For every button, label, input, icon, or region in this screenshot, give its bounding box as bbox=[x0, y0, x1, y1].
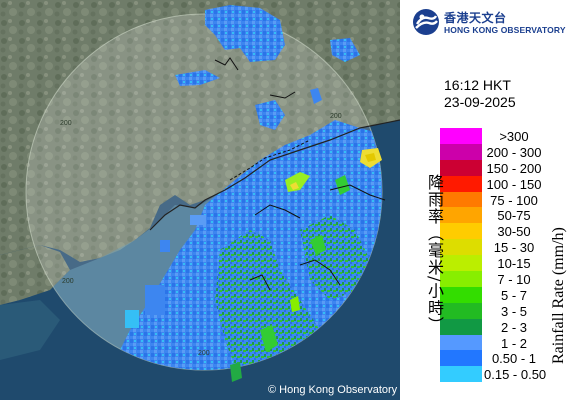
copyright-notice: © Hong Kong Observatory bbox=[268, 384, 398, 396]
legend-swatch bbox=[440, 191, 482, 208]
legend-title-en: Rainfall Rate (mm/h) bbox=[550, 227, 567, 364]
info-panel: 香港天文台 HONG KONG OBSERVATORY 16:12 HKT 23… bbox=[400, 0, 577, 400]
legend-label: 0.15 - 0.50 bbox=[484, 367, 547, 383]
legend-swatch bbox=[440, 175, 482, 192]
legend-label: 0.50 - 1 bbox=[491, 351, 537, 367]
legend-label: 200 - 300 bbox=[486, 144, 542, 160]
legend-swatch bbox=[440, 286, 482, 303]
legend-swatch bbox=[440, 302, 482, 319]
legend-label: 7 - 10 bbox=[497, 272, 531, 288]
range-ring-label: 200 bbox=[198, 350, 210, 357]
legend-swatch bbox=[440, 239, 482, 256]
hko-logo: 香港天文台 HONG KONG OBSERVATORY bbox=[412, 8, 572, 40]
legend-swatch bbox=[440, 223, 482, 240]
observation-date: 23-09-2025 bbox=[444, 94, 516, 110]
range-ring-label: 200 bbox=[330, 113, 342, 120]
observation-time: 16:12 HKT bbox=[444, 77, 511, 93]
legend-swatch bbox=[440, 143, 482, 160]
logo-name-en: HONG KONG OBSERVATORY bbox=[444, 25, 566, 35]
legend-swatch bbox=[440, 318, 482, 335]
legend-swatch bbox=[440, 159, 482, 176]
legend-label: 2 - 3 bbox=[500, 319, 527, 335]
range-ring-label: 200 bbox=[60, 120, 72, 127]
range-ring-label: 200 bbox=[62, 278, 74, 285]
legend-label: 1 - 2 bbox=[500, 335, 527, 351]
legend-swatch bbox=[440, 128, 482, 144]
legend-swatch bbox=[440, 334, 482, 351]
hko-logo-icon bbox=[413, 9, 439, 35]
legend-swatch bbox=[440, 207, 482, 224]
logo-name-zh: 香港天文台 bbox=[444, 11, 507, 25]
legend-title-zh: 降雨率（毫米/小時） bbox=[425, 174, 444, 334]
radar-map: 200 200 200 200 © Hong Kong Observatory bbox=[0, 0, 400, 400]
radar-map-svg: 200 200 200 200 bbox=[0, 0, 400, 400]
legend-label: >300 bbox=[499, 129, 529, 144]
legend-label: 15 - 30 bbox=[493, 240, 535, 256]
legend-label: 30-50 bbox=[497, 224, 531, 240]
legend-label: 5 - 7 bbox=[500, 287, 527, 303]
legend-swatch bbox=[440, 366, 482, 383]
legend-swatch bbox=[440, 350, 482, 367]
legend-label: 50-75 bbox=[497, 208, 531, 224]
legend-label: 100 - 150 bbox=[486, 176, 542, 192]
legend-label: 10-15 bbox=[497, 256, 531, 272]
legend-swatch bbox=[440, 255, 482, 272]
legend-label: 3 - 5 bbox=[500, 303, 527, 319]
legend-label: 150 - 200 bbox=[486, 160, 542, 176]
legend-label: 75 - 100 bbox=[490, 192, 538, 208]
legend-swatch bbox=[440, 271, 482, 288]
